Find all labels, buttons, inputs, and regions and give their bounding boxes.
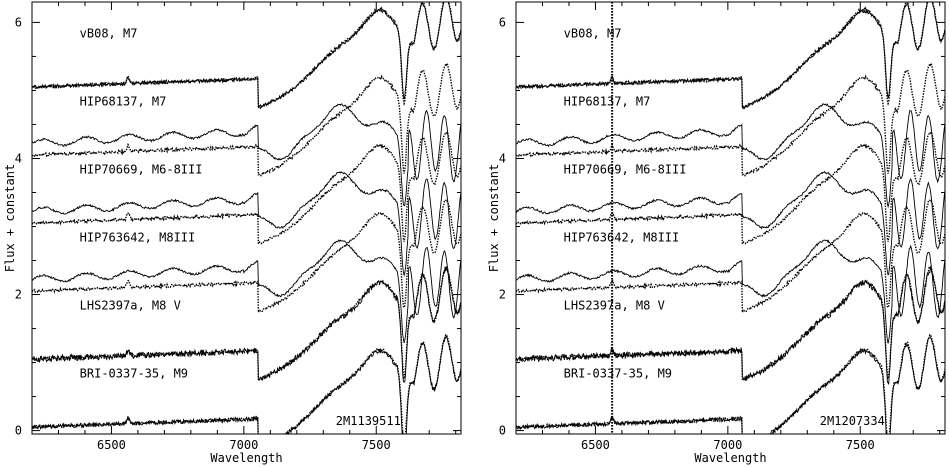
comparison-spectrum-line (32, 267, 461, 383)
y-axis-label: Flux + constant (487, 164, 501, 272)
left-panel: 6500 7000 7500 0 2 4 6 Wavelength Flux + constan… (3, 1, 462, 465)
series-label: HIP763642, M8III (80, 230, 196, 244)
series-label: HIP68137, M7 (80, 94, 167, 108)
comparison-spectrum-line (516, 103, 945, 209)
y-tick-label: 2 (499, 288, 506, 302)
object-spectrum-line (32, 198, 461, 313)
series-label: HIP68137, M7 (564, 94, 651, 108)
plot-frame (515, 1, 946, 435)
x-axis-label: Wavelength (210, 451, 282, 465)
comparison-spectrum-line (516, 2, 945, 110)
right-panel: 6500 7000 7500 0 2 4 6 Wavelength Flux + constan… (487, 1, 946, 465)
object-name-label: 2M1207334 (820, 414, 885, 428)
series-label: HIP763642, M8III (564, 230, 680, 244)
series-label: BRI-0337-35, M9 (80, 367, 188, 381)
series-label: HIP70669, M6-8III (80, 162, 203, 176)
x-axis-label: Wavelength (694, 451, 766, 465)
comparison-spectrum-line (32, 103, 461, 207)
object-spectrum-line (516, 2, 945, 110)
series-label: vB08, M7 (80, 26, 138, 40)
y-tick-label: 0 (499, 424, 506, 438)
comparison-spectrum-line (516, 239, 945, 344)
object-name-label: 2M1139511 (336, 414, 401, 428)
object-spectrum-line (516, 198, 945, 313)
y-axis-label: Flux + constant (3, 164, 17, 272)
y-tick-label: 0 (15, 424, 22, 438)
comparison-spectrum-line (32, 2, 461, 109)
y-tick-label: 4 (499, 151, 506, 165)
plot-area (32, 2, 461, 434)
series-label: HIP70669, M6-8III (564, 162, 687, 176)
plot-frame (31, 1, 462, 435)
object-spectrum-line (32, 130, 461, 247)
y-tick-label: 2 (15, 288, 22, 302)
y-tick-label: 6 (15, 15, 22, 29)
object-spectrum-line (516, 130, 945, 247)
x-tick-label: 7500 (362, 438, 391, 452)
y-tick-label: 6 (499, 15, 506, 29)
comparison-spectrum-line (516, 170, 945, 276)
y-tick-label: 4 (15, 151, 22, 165)
series-label: vB08, M7 (564, 26, 622, 40)
comparison-spectrum-line (32, 171, 461, 277)
x-tick-label: 6500 (97, 438, 126, 452)
comparison-spectrum-line (516, 267, 945, 385)
comparison-spectrum-line (32, 239, 461, 344)
x-tick-label: 6500 (581, 438, 610, 452)
object-spectrum-line (32, 61, 461, 177)
object-spectrum-line (516, 333, 945, 434)
plot-area (516, 2, 945, 434)
series-label: LHS2397a, M8 V (564, 299, 665, 313)
x-tick-label: 7000 (229, 438, 258, 452)
object-spectrum-line (32, 2, 461, 110)
object-spectrum-line (516, 61, 945, 177)
series-label: LHS2397a, M8 V (80, 299, 181, 313)
x-tick-label: 7500 (846, 438, 875, 452)
series-label: BRI-0337-35, M9 (564, 367, 672, 381)
object-spectrum-line (32, 333, 461, 434)
x-tick-label: 7000 (713, 438, 742, 452)
